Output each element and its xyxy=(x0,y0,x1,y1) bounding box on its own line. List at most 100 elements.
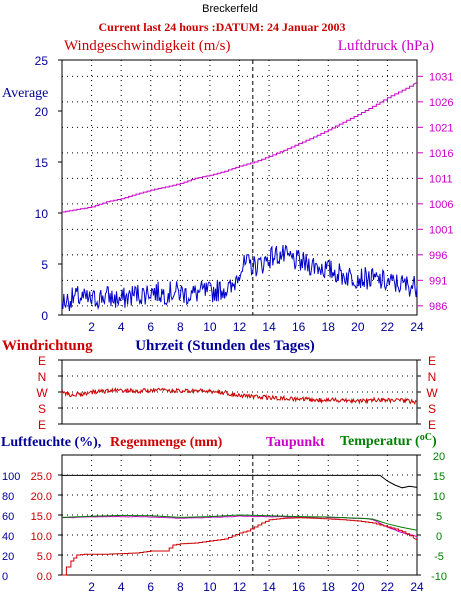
x-axis-label: Uhrzeit (Stunden des Tages) xyxy=(135,338,315,354)
direction-label-left: E xyxy=(38,418,46,432)
x-tick-label-lower: 20 xyxy=(351,580,365,594)
x-tick-label: 20 xyxy=(351,320,365,334)
rain-label: Regenmenge (mm) xyxy=(110,435,223,450)
direction-label-left: E xyxy=(38,354,46,368)
direction-label-right: E xyxy=(428,354,436,368)
panel1-frame xyxy=(61,59,418,316)
x-tick-label-lower: 8 xyxy=(177,580,184,594)
humidity-tick-label: 100 xyxy=(2,471,20,483)
panel2-frame xyxy=(61,359,418,425)
chart-title: Current last 24 hours :DATUM: 24 Januar … xyxy=(98,20,345,34)
y-tick-label-right: 996 xyxy=(429,250,447,262)
series-regenmenge xyxy=(62,517,418,576)
humidity-label: Luftfeuchte (%), xyxy=(1,435,101,450)
rain-tick-label: 20.0 xyxy=(31,491,52,503)
x-tick-label-lower: 10 xyxy=(203,580,217,594)
panel1-right-ticks: 986 991 996 1001 1006 1011 1016 1021 1026 1031 xyxy=(417,71,453,313)
x-tick-label-lower: 4 xyxy=(118,580,125,594)
panel3-x-ticks: 2 4 6 8 10 12 14 16 18 20 22 24 xyxy=(88,580,424,594)
panel1-x-ticks: 2 4 6 8 10 12 14 16 18 20 22 24 xyxy=(88,320,424,334)
left-axis-label: Windgeschwindigkeit (m/s) xyxy=(64,38,230,54)
y-tick-label-right: 1001 xyxy=(429,224,453,236)
x-tick-label: 16 xyxy=(292,320,306,334)
y-tick-label-right: 986 xyxy=(429,301,447,313)
x-tick-label: 24 xyxy=(410,320,424,334)
y-tick-label-left: 25 xyxy=(35,54,49,68)
direction-label-left: N xyxy=(38,370,47,384)
x-tick-label-lower: 16 xyxy=(292,580,306,594)
x-tick-label-lower: 2 xyxy=(88,580,95,594)
direction-label-right: S xyxy=(428,402,436,416)
direction-label-right: N xyxy=(428,370,437,384)
x-tick-label: 14 xyxy=(262,320,276,334)
x-tick-label-lower: 6 xyxy=(147,580,154,594)
direction-label-right: E xyxy=(428,418,436,432)
y-tick-label-right: 1031 xyxy=(429,71,453,83)
station-name: Breckerfeld xyxy=(202,3,258,15)
panel3-axis-ticks: 0 20 40 60 80 100 0.0 5.0 10.0 15.0 20.0 25.0 -10 -5 0… xyxy=(2,451,447,583)
y-tick-label-right: 1021 xyxy=(429,122,453,134)
x-tick-label: 4 xyxy=(118,320,125,334)
right-axis-label: Luftdruck (hPa) xyxy=(338,38,434,54)
y-tick-label-right: 991 xyxy=(429,275,447,287)
humidity-tick-label: 80 xyxy=(2,491,14,503)
series-temperatur xyxy=(61,514,418,531)
panel2-grid xyxy=(62,375,417,409)
rain-tick-label: 15.0 xyxy=(31,511,52,523)
temperature-tick-label: 15 xyxy=(433,471,445,483)
y-tick-label-left: 0 xyxy=(41,309,48,323)
x-tick-label-lower: 12 xyxy=(233,580,247,594)
series-luftfeuchte xyxy=(62,474,418,489)
temperature-unit: oC xyxy=(420,432,432,443)
rain-tick-label: 25.0 xyxy=(31,471,52,483)
temperature-tick-label: 10 xyxy=(433,491,445,503)
panel1-left-ticks: 0 5 10 15 20 25 xyxy=(35,54,62,323)
y-tick-label-right: 1011 xyxy=(429,173,453,185)
y-tick-label-right: 1026 xyxy=(429,97,453,109)
y-tick-label-right: 1016 xyxy=(429,148,453,160)
dewpoint-label: Taupunkt xyxy=(266,435,325,450)
y-tick-label-left: 20 xyxy=(35,105,49,119)
rain-tick-label: 0.0 xyxy=(37,571,52,583)
series-luftdruck xyxy=(62,81,418,213)
temperature-tick-label: -10 xyxy=(431,571,447,583)
series-windrichtung xyxy=(61,387,418,405)
series-windgeschwindigkeit xyxy=(61,244,418,311)
windrichtung-label: Windrichtung xyxy=(2,338,93,354)
temperature-tick-label: 20 xyxy=(433,451,445,463)
x-tick-label: 2 xyxy=(88,320,95,334)
x-tick-label: 12 xyxy=(233,320,247,334)
temperature-tick-label: -5 xyxy=(434,551,444,563)
humidity-tick-label: 60 xyxy=(2,511,14,523)
x-tick-label-lower: 22 xyxy=(381,580,395,594)
temperature-label-text: Temperatur ( xyxy=(340,434,420,449)
y-tick-label-left: 5 xyxy=(41,258,48,272)
x-tick-label: 18 xyxy=(322,320,336,334)
direction-label-left: S xyxy=(38,402,46,416)
direction-label-right: W xyxy=(426,386,438,400)
temperature-tick-label: 0 xyxy=(436,531,442,543)
panel1-grid xyxy=(62,60,417,315)
x-tick-label-lower: 24 xyxy=(410,580,424,594)
x-tick-label: 22 xyxy=(381,320,395,334)
direction-label-left: W xyxy=(36,386,48,400)
humidity-tick-label: 40 xyxy=(2,531,14,543)
rain-tick-label: 5.0 xyxy=(37,551,52,563)
panel-humidity-rain-temperature: 0 20 40 60 80 100 0.0 5.0 10.0 15.0 20.0 25.0 -10 -5 0… xyxy=(2,451,447,594)
y-tick-label-left: 10 xyxy=(35,207,49,221)
x-tick-label: 8 xyxy=(177,320,184,334)
humidity-tick-label: 0 xyxy=(2,571,8,583)
temperature-label: Temperatur (oC) xyxy=(340,432,437,449)
temperature-label-close: ) xyxy=(432,434,437,449)
y-tick-label-right: 1006 xyxy=(429,199,453,211)
humidity-tick-label: 20 xyxy=(2,551,14,563)
x-tick-label-lower: 14 xyxy=(262,580,276,594)
y-tick-label-left: 15 xyxy=(35,156,49,170)
rain-tick-label: 10.0 xyxy=(31,531,52,543)
x-tick-label: 10 xyxy=(203,320,217,334)
x-tick-label: 6 xyxy=(147,320,154,334)
